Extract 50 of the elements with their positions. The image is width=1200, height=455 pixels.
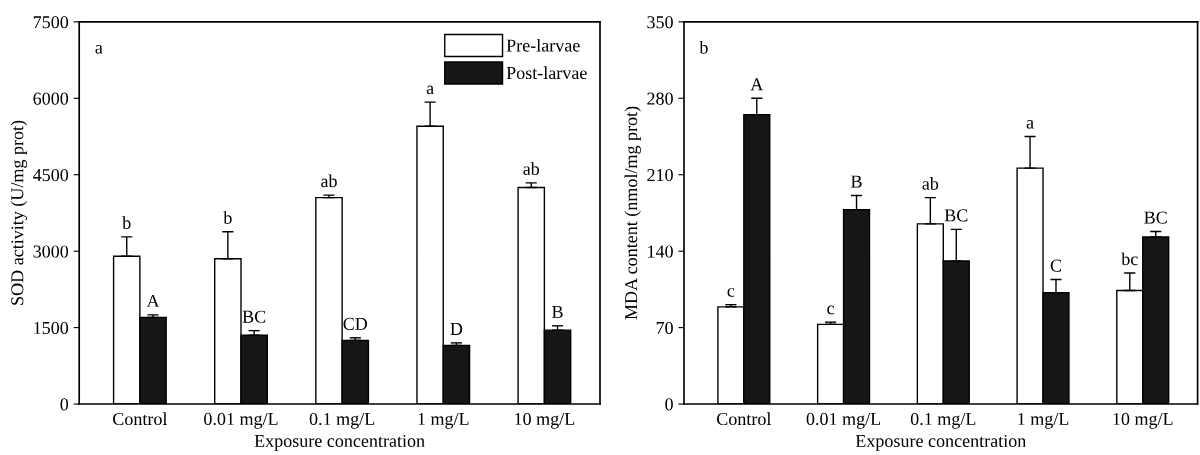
data-label: A — [750, 78, 764, 91]
x-tick-label: 1 mg/L — [418, 412, 469, 429]
x-tick-label: 10 mg/L — [1113, 412, 1173, 429]
x-tick-label: 0.01 mg/L — [204, 412, 278, 429]
x-axis-title: Exposure concentration — [254, 434, 425, 451]
data-label: b — [122, 216, 131, 230]
y-tick-label: 140 — [648, 245, 673, 258]
annotation: b — [699, 40, 708, 54]
x-tick-label: 0.01 mg/L — [806, 412, 881, 429]
legend-label: Pre-larvae — [506, 38, 580, 52]
y-tick-label: 7500 — [33, 16, 69, 29]
x-axis-title: Exposure concentration — [855, 434, 1027, 451]
annotation: a — [95, 45, 103, 54]
x-tick-label: Control — [113, 412, 168, 426]
x-tick-label: 0.1 mg/L — [309, 412, 375, 429]
data-label: c — [727, 288, 735, 297]
data-label: bc — [1121, 252, 1138, 266]
data-label: BC — [242, 310, 266, 323]
legend-label: Post-larvae — [506, 66, 587, 80]
y-tick-label: 210 — [647, 168, 673, 182]
data-label: CD — [343, 317, 368, 330]
data-label: BC — [1144, 211, 1167, 224]
y-tick-label: 70 — [656, 321, 673, 335]
data-label: A — [146, 294, 160, 307]
data-label: BC — [944, 209, 968, 222]
y-tick-label: 3000 — [33, 245, 69, 258]
data-label: ab — [321, 174, 337, 188]
x-tick-label: 10 mg/L — [515, 412, 575, 429]
data-label: a — [426, 85, 434, 95]
y-tick-label: 280 — [647, 92, 673, 105]
data-label: ab — [523, 162, 540, 176]
y-tick-label: 350 — [647, 16, 673, 29]
y-axis-title: SOD activity (U/mg prot) — [10, 120, 28, 305]
data-label: c — [827, 305, 835, 315]
y-tick-label: 4500 — [33, 168, 69, 182]
y-axis-title: MDA content (nmol/mg prot) — [624, 106, 641, 320]
y-tick-label: 0 — [665, 398, 673, 411]
y-tick-label: 6000 — [33, 92, 69, 105]
data-label: B — [552, 305, 563, 318]
data-label: B — [851, 175, 862, 188]
y-tick-label: 0 — [60, 398, 69, 411]
data-label: a — [1026, 120, 1034, 129]
y-tick-label: 1500 — [34, 321, 69, 335]
data-label: D — [450, 323, 463, 335]
data-label: C — [1050, 259, 1062, 272]
x-tick-label: 0.1 mg/L — [910, 412, 976, 429]
x-tick-label: Control — [716, 412, 772, 426]
x-tick-label: 1 mg/L — [1018, 412, 1069, 429]
data-label: ab — [922, 177, 939, 190]
data-label: b — [223, 211, 232, 224]
